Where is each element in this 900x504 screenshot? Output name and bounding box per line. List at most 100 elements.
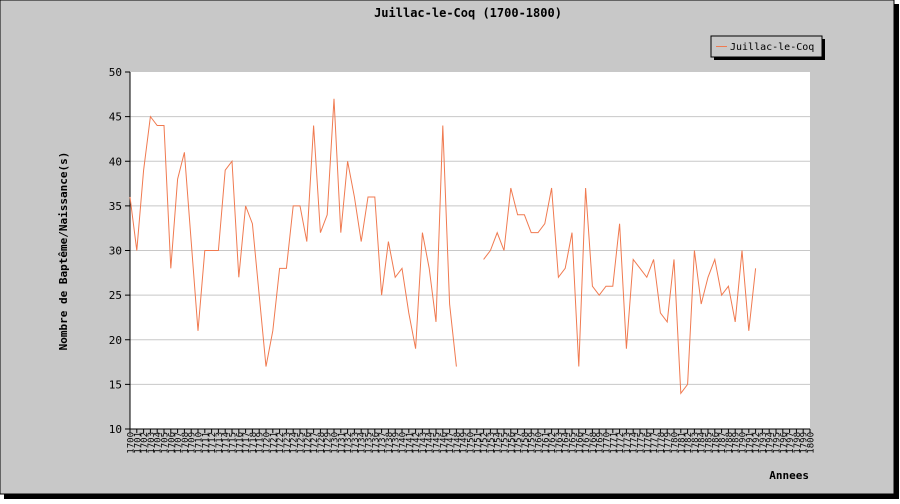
x-tick-label: 1730 xyxy=(331,432,341,454)
x-tick-label: 1737 xyxy=(378,432,388,454)
x-tick-label: 1716 xyxy=(235,432,245,454)
x-tick-label: 1790 xyxy=(739,432,749,454)
chart-title: Juillac-le-Coq (1700-1800) xyxy=(374,6,562,20)
x-tick-label: 1792 xyxy=(752,432,762,454)
x-tick-label: 1765 xyxy=(569,432,579,454)
x-tick-label: 1758 xyxy=(521,432,531,454)
x-tick-label: 1700 xyxy=(127,432,137,454)
x-tick-label: 1751 xyxy=(473,432,483,454)
y-tick-label: 10 xyxy=(109,423,122,436)
x-tick-label: 1718 xyxy=(249,432,259,454)
x-tick-label: 1778 xyxy=(657,432,667,454)
x-tick-label: 1768 xyxy=(589,432,599,454)
x-tick-label: 1752 xyxy=(480,432,490,454)
x-tick-label: 1784 xyxy=(698,432,708,454)
x-tick-label: 1771 xyxy=(609,432,619,454)
x-tick-label: 1747 xyxy=(446,432,456,454)
x-tick-label: 1761 xyxy=(541,432,551,454)
x-tick-label: 1759 xyxy=(528,432,538,454)
x-tick-label: 1714 xyxy=(222,432,232,454)
x-tick-label: 1745 xyxy=(433,432,443,454)
x-tick-label: 1769 xyxy=(596,432,606,454)
x-tick-label: 1715 xyxy=(229,432,239,454)
y-tick-label: 40 xyxy=(109,155,122,168)
x-tick-label: 1726 xyxy=(303,432,313,454)
x-tick-label: 1774 xyxy=(630,432,640,454)
x-tick-label: 1799 xyxy=(800,432,810,454)
x-tick-label: 1754 xyxy=(494,432,504,454)
x-tick-label: 1708 xyxy=(181,432,191,454)
x-tick-label: 1798 xyxy=(793,432,803,454)
x-tick-label: 1795 xyxy=(773,432,783,454)
x-tick-label: 1773 xyxy=(623,432,633,454)
x-tick-label: 1757 xyxy=(514,432,524,454)
x-tick-label: 1783 xyxy=(691,432,701,454)
x-tick-label: 1746 xyxy=(439,432,449,454)
legend-box xyxy=(710,35,823,58)
x-tick-label: 1701 xyxy=(133,432,143,454)
x-tick-label: 1740 xyxy=(399,432,409,454)
x-tick-label: 1702 xyxy=(140,432,150,454)
y-tick-label: 45 xyxy=(109,111,122,124)
y-tick-label: 50 xyxy=(109,66,122,79)
x-tick-label: 1710 xyxy=(195,432,205,454)
x-tick-label: 1760 xyxy=(535,432,545,454)
x-tick-label: 1722 xyxy=(276,432,286,454)
x-axis-label: Annees xyxy=(769,469,809,482)
x-tick-label: 1723 xyxy=(283,432,293,454)
y-tick-label: 35 xyxy=(109,200,122,213)
x-tick-label: 1788 xyxy=(725,432,735,454)
x-tick-label: 1744 xyxy=(426,432,436,454)
x-tick-label: 1717 xyxy=(242,432,252,454)
x-tick-label: 1733 xyxy=(351,432,361,454)
x-tick-label: 1756 xyxy=(507,432,517,454)
x-tick-label: 1705 xyxy=(161,432,171,454)
x-tick-label: 1735 xyxy=(365,432,375,454)
x-tick-label: 1713 xyxy=(215,432,225,454)
x-tick-label: 1762 xyxy=(548,432,558,454)
x-tick-label: 1704 xyxy=(154,432,164,454)
x-tick-label: 1743 xyxy=(419,432,429,454)
x-tick-label: 1763 xyxy=(555,432,565,454)
x-tick-label: 1772 xyxy=(616,432,626,454)
x-tick-label: 1750 xyxy=(467,432,477,454)
series-line-segment xyxy=(129,98,457,367)
x-tick-label: 1789 xyxy=(732,432,742,454)
x-tick-label: 1739 xyxy=(392,432,402,454)
x-tick-label: 1729 xyxy=(324,432,334,454)
x-tick-label: 1712 xyxy=(208,432,218,454)
y-tick-label: 30 xyxy=(109,245,122,258)
x-tick-label: 1748 xyxy=(453,432,463,454)
x-tick-label: 1779 xyxy=(664,432,674,454)
x-tick-label: 1732 xyxy=(344,432,354,454)
x-tick-label: 1711 xyxy=(201,432,211,454)
x-tick-label: 1721 xyxy=(269,432,279,454)
x-tick-label: 1738 xyxy=(385,432,395,454)
x-tick-label: 1764 xyxy=(562,432,572,454)
x-tick-label: 1786 xyxy=(711,432,721,454)
x-tick-label: 1719 xyxy=(256,432,266,454)
x-tick-label: 1770 xyxy=(603,432,613,454)
x-tick-label: 1734 xyxy=(358,432,368,454)
x-tick-label: 1781 xyxy=(677,432,687,454)
x-axis: 1700170117021703170417051706170717081709… xyxy=(127,428,817,454)
grid xyxy=(130,116,810,385)
x-tick-label: 1785 xyxy=(705,432,715,454)
x-tick-label: 1741 xyxy=(405,432,415,454)
x-tick-label: 1793 xyxy=(759,432,769,454)
x-tick-label: 1780 xyxy=(671,432,681,454)
x-tick-label: 1776 xyxy=(643,432,653,454)
x-tick-label: 1706 xyxy=(167,432,177,454)
series-line-segment xyxy=(483,187,757,395)
x-tick-label: 1736 xyxy=(371,432,381,454)
x-tick-label: 1709 xyxy=(188,432,198,454)
y-axis: 10 15 20 25 30 35 40 45 50 xyxy=(109,66,131,436)
y-tick-label: 20 xyxy=(109,334,122,347)
legend: Juillac-le-Coq xyxy=(710,35,825,60)
y-axis-label: Nombre de Baptême/Naissance(s) xyxy=(57,152,70,351)
x-tick-label: 1794 xyxy=(766,432,776,454)
y-tick-label: 25 xyxy=(109,289,122,302)
x-tick-label: 1707 xyxy=(174,432,184,454)
legend-label: Juillac-le-Coq xyxy=(730,42,814,53)
